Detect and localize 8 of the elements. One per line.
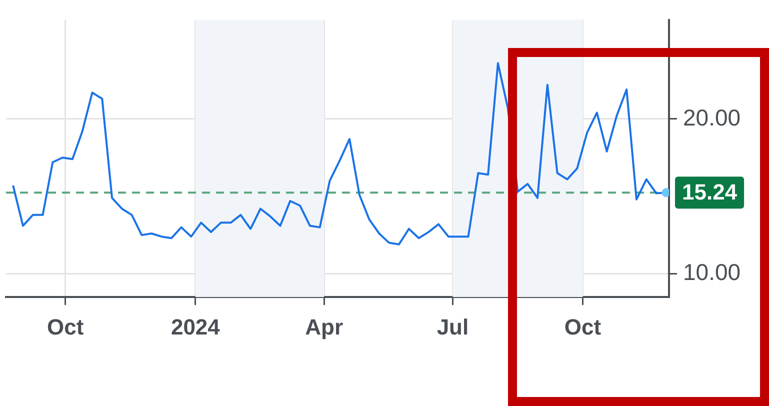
ref-line-label: 15.24 [682, 180, 738, 205]
x-tick-label: Jul [436, 314, 469, 340]
y-tick-label: 20.00 [683, 104, 741, 130]
x-tick-label: Oct [47, 314, 84, 340]
x-tick-label: 2024 [170, 314, 221, 340]
y-tick-label: 10.00 [683, 259, 741, 286]
x-tick-label: Oct [564, 314, 602, 340]
x-tick-label: Apr [305, 314, 344, 340]
